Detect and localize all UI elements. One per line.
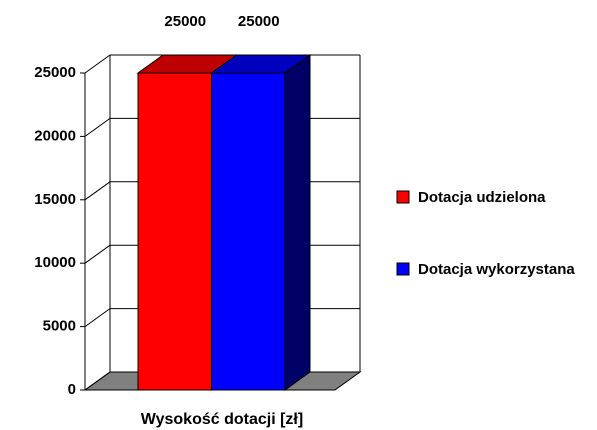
y-tick-label: 15000 bbox=[34, 191, 76, 208]
legend-swatch bbox=[396, 262, 410, 276]
y-tick-label: 25000 bbox=[34, 64, 76, 81]
grid-line bbox=[84, 244, 111, 264]
bar bbox=[211, 72, 286, 391]
data-label: 25000 bbox=[164, 13, 206, 30]
grid-line bbox=[84, 181, 111, 201]
x-tick-label: Wysokość dotacji [zł] bbox=[141, 411, 303, 428]
grid-line bbox=[84, 54, 111, 74]
y-tick-label: 0 bbox=[68, 381, 76, 398]
legend-swatch bbox=[396, 190, 410, 204]
y-tick-label: 20000 bbox=[34, 127, 76, 144]
legend-label: Dotacja udzielona bbox=[418, 189, 546, 206]
bar bbox=[137, 72, 212, 391]
grid-line bbox=[84, 371, 111, 391]
bar-side bbox=[284, 54, 311, 391]
bar-top bbox=[209, 54, 312, 74]
legend-label: Dotacja wykorzystana bbox=[418, 261, 575, 278]
data-label: 25000 bbox=[238, 13, 280, 30]
y-tick-label: 10000 bbox=[34, 254, 76, 271]
y-tick-label: 5000 bbox=[43, 318, 76, 335]
grid-line bbox=[84, 308, 111, 328]
grid-line bbox=[84, 117, 111, 137]
